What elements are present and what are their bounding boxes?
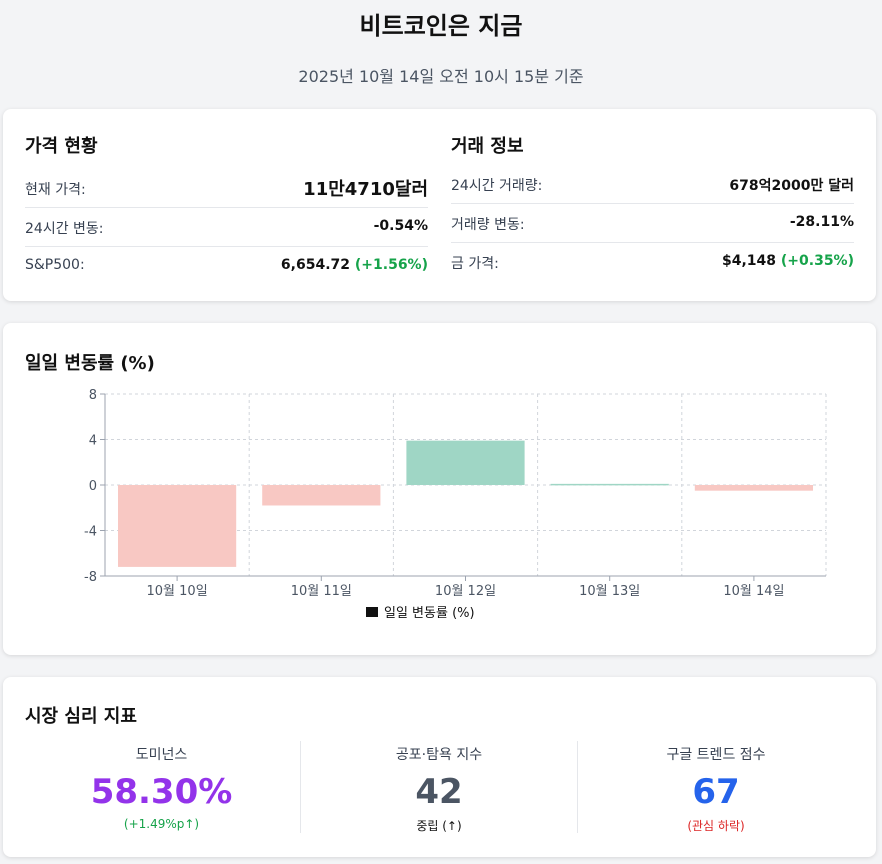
sp500-value-group: 6,654.72 (+1.56%) [281, 257, 428, 273]
volume-24h-label: 24시간 거래량: [451, 178, 543, 194]
bar-4 [550, 483, 669, 486]
y-tick-label: 4 [89, 434, 97, 449]
x-tick-label: 10월 13일 [579, 584, 640, 599]
market-sentiment-card: 시장 심리 지표 도미넌스 58.30% (+1.49%p↑) 공포·탐욕 지수… [3, 677, 876, 857]
x-tick-label: 10월 12일 [435, 584, 496, 599]
change-24h-value: -0.54% [373, 218, 428, 234]
bar-3 [406, 440, 525, 485]
volume-change-label: 거래량 변동: [451, 217, 525, 233]
sp500-change: (+1.56%) [354, 257, 428, 273]
sentiment-title: 시장 심리 지표 [25, 706, 137, 727]
legend-label: 일일 변동률 (%) [384, 606, 475, 621]
dominance-value: 58.30% [90, 772, 233, 812]
sp500-value: 6,654.72 [280, 257, 351, 273]
fear-greed-label: 공포·탐욕 지수 [395, 747, 483, 763]
y-tick-label: -4 [84, 525, 97, 540]
legend-swatch [366, 607, 378, 617]
dominance-label: 도미넌스 [135, 747, 188, 763]
y-tick-label: 8 [89, 388, 97, 403]
gold-price-value: $4,148 [721, 253, 777, 269]
fear-greed-note: 중립 (↑) [416, 819, 462, 833]
change-24h-label: 24시간 변동: [25, 221, 104, 237]
google-trends-value: 67 [692, 772, 740, 812]
fear-greed-value: 42 [415, 772, 463, 812]
x-tick-label: 10월 10일 [147, 584, 208, 599]
dominance-metric: 도미넌스 58.30% (+1.49%p↑) [23, 741, 300, 833]
trading-info-title: 거래 정보 [451, 136, 524, 157]
daily-change-chart-card: 일일 변동률 (%) 8 4 0 -4 -8 10월 10일 10월 11일 10월 12일 1… [3, 323, 876, 655]
price-info-card: 가격 현황 현재 가격: 11만4710달러 24시간 변동: -0.54% S… [3, 109, 876, 301]
sp500-label: S&P500: [25, 257, 85, 273]
google-trends-label: 구글 트렌드 점수 [666, 747, 766, 763]
daily-change-bar-chart: 8 4 0 -4 -8 10월 10일 10월 11일 10월 12일 10월 13일 10월 1… [84, 388, 827, 621]
current-price-row: 현재 가격: 11만4710달러 [25, 169, 428, 208]
volume-24h-row: 24시간 거래량: 678억2000만 달러 [451, 165, 854, 204]
y-tick-label: 0 [89, 479, 97, 494]
current-price-value: 11만4710달러 [303, 179, 428, 200]
change-24h-row: 24시간 변동: -0.54% [25, 208, 428, 247]
gold-price-row: 금 가격: $4,148 (+0.35%) [451, 243, 854, 282]
dominance-note: (+1.49%p↑) [123, 817, 200, 831]
google-trends-note: (관심 하락) [687, 819, 745, 833]
volume-change-row: 거래량 변동: -28.11% [451, 204, 854, 243]
sp500-row: S&P500: 6,654.72 (+1.56%) [25, 247, 428, 286]
gold-price-change: (+0.35%) [780, 253, 854, 269]
volume-change-value: -28.11% [789, 214, 854, 230]
x-tick-label: 10월 14일 [723, 584, 784, 599]
x-tick-label: 10월 11일 [291, 584, 352, 599]
gold-price-value-group: $4,148 (+0.35%) [722, 253, 854, 269]
price-status-title: 가격 현황 [25, 136, 98, 157]
y-tick-label: -8 [84, 570, 97, 585]
chart-title: 일일 변동률 (%) [25, 353, 155, 374]
gold-price-label: 금 가격: [451, 256, 499, 272]
google-trends-metric: 구글 트렌드 점수 67 (관심 하락) [577, 741, 854, 833]
current-price-label: 현재 가격: [25, 182, 86, 198]
page-subtitle: 2025년 10월 14일 오전 10시 15분 기준 [298, 67, 584, 86]
fear-greed-metric: 공포·탐욕 지수 42 중립 (↑) [300, 741, 577, 833]
page-title: 비트코인은 지금 [359, 12, 523, 40]
bar-1 [118, 485, 237, 567]
volume-24h-value: 678억2000만 달러 [729, 178, 854, 194]
bar-2 [262, 485, 381, 506]
bar-5 [694, 485, 813, 491]
